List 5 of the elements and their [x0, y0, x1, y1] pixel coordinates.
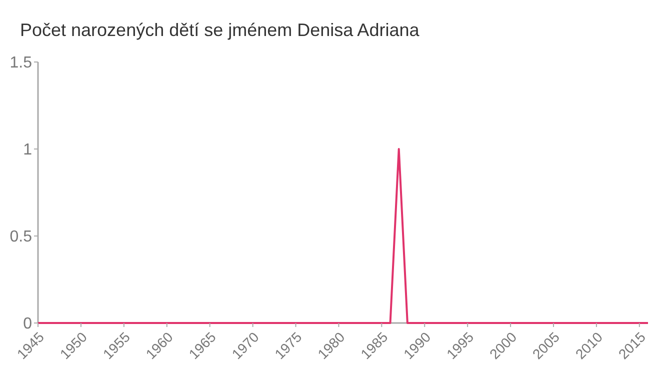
y-tick-label: 1 [23, 142, 32, 159]
chart-title: Počet narozených dětí se jménem Denisa Adriana [20, 20, 420, 40]
y-tick-label: 1.5 [10, 54, 32, 72]
y-tick-label: 0 [23, 316, 32, 333]
y-tick-label: 0.5 [10, 228, 32, 246]
